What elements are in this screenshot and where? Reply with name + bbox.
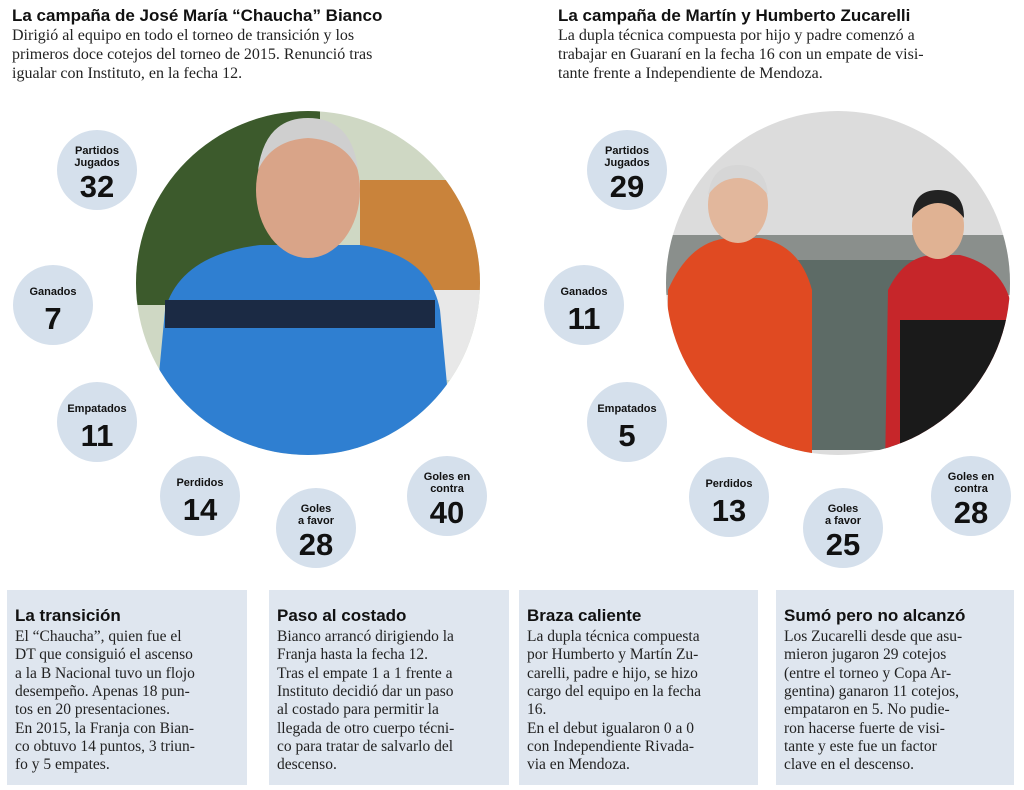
section-title: La campaña de Martín y Humberto Zucarell…: [558, 6, 911, 25]
stat-label: Jugados: [604, 157, 649, 169]
photo-bianco: [136, 111, 480, 455]
box-title: Paso al costado: [277, 606, 407, 625]
box-line: a la B Nacional tuvo un flojo: [15, 664, 195, 682]
stat-circle: [407, 456, 487, 536]
stat-value: 32: [80, 169, 114, 204]
box-line: La dupla técnica compuesta: [527, 628, 700, 645]
photo-zucarelli: [666, 111, 1010, 455]
stat-label: contra: [954, 483, 989, 495]
box-line: Franja hasta la fecha 12.: [277, 646, 429, 664]
stat-value: 40: [430, 495, 464, 530]
box-title: La transición: [15, 606, 121, 625]
intro-line: Dirigió al equipo en todo el torneo de t…: [12, 27, 355, 44]
intro-line: tante frente a Independiente de Mendoza.: [558, 65, 823, 82]
stat-label: a favor: [298, 515, 335, 527]
box-line: llegada de otro cuerpo técni-: [277, 719, 455, 737]
section-title: La campaña de José María “Chaucha” Bianc…: [12, 6, 383, 25]
stat-value: 25: [826, 527, 860, 562]
stat-label: Goles en: [424, 471, 471, 483]
stat-label: Goles: [828, 503, 859, 515]
stat-label: Empatados: [597, 403, 656, 415]
stat-circle: [57, 130, 137, 210]
stat-label: Goles en: [948, 471, 995, 483]
intro-line: La dupla técnica compuesta por hijo y pa…: [558, 27, 915, 44]
box-line: mieron jugaron 29 cotejos: [784, 646, 947, 664]
box-line: co obtuvo 14 puntos, 3 triun-: [15, 737, 195, 755]
box-line: DT que consiguió el ascenso: [15, 646, 193, 664]
stat-label: Perdidos: [705, 478, 752, 490]
stat-circle: [803, 488, 883, 568]
box-line: por Humberto y Martín Zu-: [527, 646, 699, 664]
intro-line: igualar con Instituto, en la fecha 12.: [12, 65, 243, 82]
box-line: El “Chaucha”, quien fue el: [15, 628, 182, 645]
box-line: ron hacerse fuerte de visi-: [784, 719, 945, 737]
stat-label: Empatados: [67, 403, 126, 415]
stat-value: 7: [44, 301, 61, 336]
stat-value: 28: [299, 527, 333, 562]
stat-label: Partidos: [605, 145, 649, 157]
stat-label: Jugados: [74, 157, 119, 169]
stat-value: 11: [81, 418, 114, 453]
stat-label: contra: [430, 483, 465, 495]
info-box: Sumó pero no alcanzó Los Zucarelli desde …: [776, 590, 1014, 785]
box-line: (entre el torneo y Copa Ar-: [784, 664, 952, 682]
box-line: carelli, padre e hijo, se hizo: [527, 664, 698, 682]
box-line: clave en el descenso.: [784, 756, 914, 774]
box-title: Sumó pero no alcanzó: [784, 606, 966, 625]
stat-circle: [57, 382, 137, 462]
stat-value: 5: [618, 418, 635, 453]
box-line: tos en 20 presentaciones.: [15, 701, 170, 719]
stat-circle: [544, 265, 624, 345]
box-line: via en Mendoza.: [527, 756, 630, 774]
stat-value: 28: [954, 495, 988, 530]
stat-circle: [587, 382, 667, 462]
info-box: Braza caliente La dupla técnica compuesta…: [519, 590, 758, 785]
box-line: 16.: [527, 701, 547, 719]
box-line: Los Zucarelli desde que asu-: [784, 628, 963, 645]
stat-circle: [931, 456, 1011, 536]
stat-circle: [587, 130, 667, 210]
stat-value: 13: [712, 493, 746, 528]
box-line: cargo del equipo en la fecha: [527, 682, 702, 700]
stat-value: 29: [610, 169, 644, 204]
box-title: Braza caliente: [527, 606, 642, 625]
box-line: En 2015, la Franja con Bian-: [15, 719, 195, 737]
box-line: con Independiente Rivada-: [527, 737, 694, 755]
box-line: al costado para permitir la: [277, 701, 439, 719]
intro-line: trabajar en Guaraní en la fecha 16 con u…: [558, 46, 924, 63]
box-line: tante y este fue un factor: [784, 737, 937, 755]
intro-line: primeros doce cotejos del torneo de 2015…: [12, 46, 373, 63]
stat-label: Goles: [301, 503, 332, 515]
stat-circle: [689, 457, 769, 537]
stat-value: 14: [183, 492, 218, 527]
stat-circle: [276, 488, 356, 568]
box-line: Bianco arrancó dirigiendo la: [277, 628, 454, 645]
box-line: gentina) ganaron 11 cotejos,: [784, 682, 960, 700]
stat-label: Partidos: [75, 145, 119, 157]
artwork: PartidosJugados32Ganados7Empatados11Perd…: [13, 111, 1011, 568]
stat-label: Ganados: [29, 286, 76, 298]
stat-label: a favor: [825, 515, 862, 527]
stat-value: 11: [568, 301, 601, 336]
stat-circle: [160, 456, 240, 536]
box-line: En el debut igualaron 0 a 0: [527, 719, 695, 737]
box-line: fo y 5 empates.: [15, 756, 110, 774]
box-line: empataron en 5. No pudie-: [784, 701, 950, 719]
info-box: Paso al costado Bianco arrancó dirigiendo…: [269, 590, 509, 785]
box-line: descenso.: [277, 756, 337, 774]
box-line: Instituto decidió dar un paso: [277, 682, 454, 700]
info-box: La transición El “Chaucha”, quien fue el D…: [7, 590, 247, 785]
stat-circle: [13, 265, 93, 345]
box-line: co para tratar de salvarlo del: [277, 737, 454, 755]
stat-label: Perdidos: [176, 477, 223, 489]
box-line: Tras el empate 1 a 1 frente a: [277, 664, 453, 682]
box-line: desempeño. Apenas 18 pun-: [15, 682, 190, 700]
stat-label: Ganados: [560, 286, 607, 298]
